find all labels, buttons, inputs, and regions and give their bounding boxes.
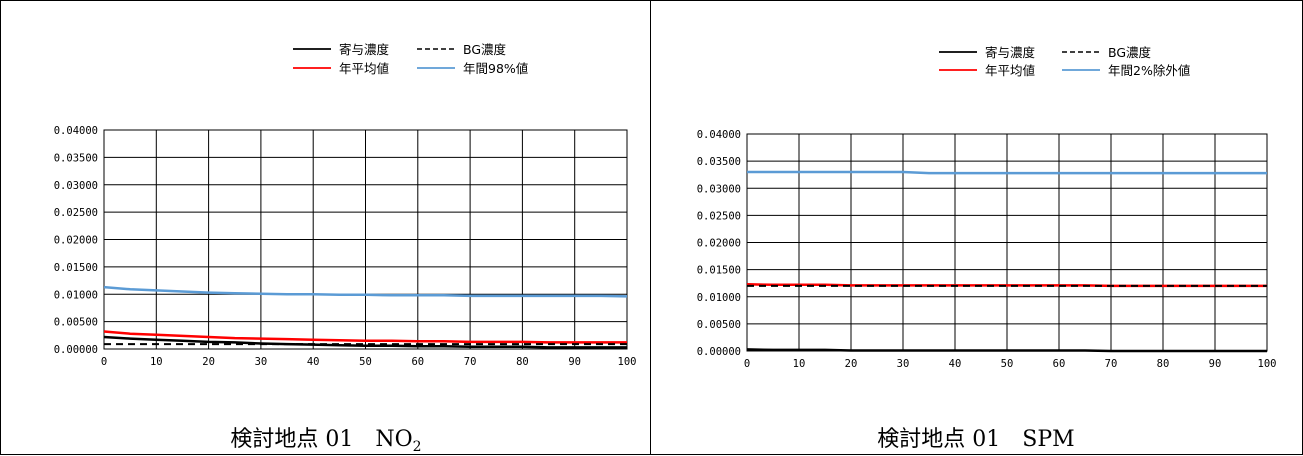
y-tick-label: 0.03500 (54, 152, 98, 164)
x-tick-label: 60 (1053, 358, 1066, 370)
caption-subscript: 2 (413, 439, 422, 455)
x-tick-label: 80 (1157, 358, 1170, 370)
chart-no2: 0.00000 0.00500 0.01000 0.01500 0.02000 0.025… (54, 42, 637, 455)
y-tick-label: 0.01000 (54, 289, 98, 301)
x-tick-label: 80 (516, 356, 529, 368)
series-line-0 (746, 348, 1267, 353)
legend-label: BG濃度 (1108, 45, 1152, 60)
legend-label: BG濃度 (463, 42, 507, 57)
x-tick-label: 50 (359, 356, 372, 368)
x-tick-label: 10 (150, 356, 163, 368)
x-tick-label: 100 (618, 356, 637, 368)
y-tick-label: 0.04000 (54, 125, 98, 137)
x-tick-label: 90 (568, 356, 581, 368)
series-line-2 (103, 330, 627, 344)
legend-label: 年平均値 (985, 63, 1035, 78)
y-tick-label: 0.02000 (697, 238, 741, 250)
x-tick-label: 0 (101, 356, 107, 368)
legend-label: 寄与濃度 (339, 42, 390, 57)
series-line-3 (747, 170, 1267, 175)
legend-label: 年平均値 (339, 61, 389, 76)
y-tick-label: 0.00000 (697, 346, 741, 358)
y-tick-label: 0.01500 (697, 265, 741, 277)
x-tick-label: 40 (949, 358, 962, 370)
x-tick-label: 90 (1209, 358, 1222, 370)
x-tick-label: 20 (845, 358, 858, 370)
y-tick-label: 0.02500 (54, 207, 98, 219)
y-tick-label: 0.04000 (697, 129, 741, 141)
y-tick-label: 0.02000 (54, 235, 98, 247)
x-tick-label: 60 (411, 356, 424, 368)
y-tick-label: 0.00500 (697, 319, 741, 331)
y-tick-label: 0.03500 (697, 156, 741, 168)
x-tick-label: 70 (1105, 358, 1118, 370)
y-tick-label: 0.03000 (54, 180, 98, 192)
y-tick-label: 0.01000 (697, 292, 741, 304)
legend-label: 寄与濃度 (985, 45, 1036, 60)
x-tick-label: 50 (1001, 358, 1014, 370)
y-tick-label: 0.00000 (54, 344, 98, 356)
y-tick-label: 0.01500 (54, 262, 98, 274)
y-tick-label: 0.02500 (697, 210, 741, 222)
chart-caption: 検討地点 01 NO2 (230, 427, 421, 455)
x-tick-label: 30 (255, 356, 268, 368)
y-tick-label: 0.03000 (697, 183, 741, 195)
legend-label: 年間2%除外値 (1108, 63, 1190, 78)
plot-area (103, 129, 628, 350)
x-tick-label: 100 (1258, 358, 1277, 370)
x-tick-label: 0 (744, 358, 750, 370)
series-line-3 (103, 285, 628, 298)
chart-caption: 検討地点 01 SPM (877, 427, 1074, 452)
series-line-0 (103, 335, 627, 349)
y-tick-label: 0.00500 (54, 317, 98, 329)
panel-no2: 0.00000 0.00500 0.01000 0.01500 0.02000 0.025… (0, 0, 651, 455)
x-tick-label: 30 (897, 358, 910, 370)
chart-spm: 0.00000 0.00500 0.01000 0.01500 0.02000 0.025… (697, 45, 1277, 452)
x-tick-label: 10 (793, 358, 806, 370)
x-tick-label: 70 (464, 356, 477, 368)
x-tick-label: 40 (307, 356, 320, 368)
panel-spm: 0.00000 0.00500 0.01000 0.01500 0.02000 0.025… (651, 0, 1303, 455)
legend-label: 年間98%値 (463, 61, 528, 76)
x-tick-label: 20 (202, 356, 215, 368)
